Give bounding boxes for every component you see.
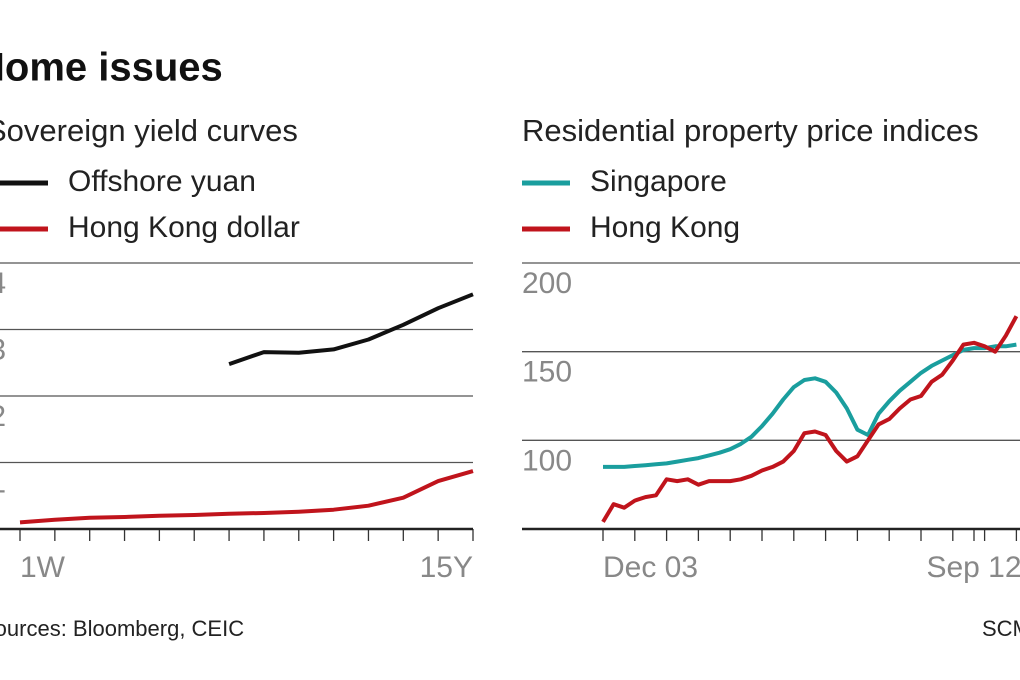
legend-label: Hong Kong dollar [68,211,300,244]
y-tick-label: 100 [522,444,572,477]
y-tick-label: 200 [522,267,572,300]
chart-title: Sovereign yield curves [0,113,298,148]
data-line [601,315,1019,523]
legend-label: Offshore yuan [68,165,256,198]
x-tick-label: Sep 12 [926,551,1020,584]
source: Sources: Bloomberg, CEIC [0,616,244,641]
x-tick-label: 15Y [420,551,473,584]
main-title: Home issues [0,46,223,90]
data-line [228,292,474,366]
data-line [603,342,1017,469]
x-tick-label: Dec 03 [603,551,698,584]
y-tick-label: 2 [0,400,6,433]
credit: SCMP [982,616,1020,641]
legend-label: Singapore [590,165,727,198]
y-tick-label: 150 [522,356,572,389]
y-tick-label: 1 [0,466,6,499]
chart-title: Residential property price indices [522,113,979,148]
x-tick-label: 1W [20,551,66,584]
legend-label: Hong Kong [590,211,740,244]
y-tick-label: 3 [0,333,6,366]
data-line [19,469,474,525]
y-tick-label: 4 [0,267,6,300]
